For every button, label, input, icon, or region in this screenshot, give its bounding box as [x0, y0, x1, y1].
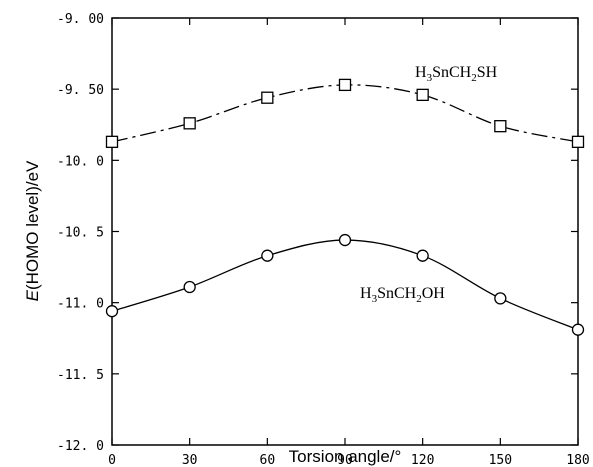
- y-tick-label: -9. 50: [57, 83, 104, 98]
- series-layer: [105, 78, 585, 336]
- x-axis-title: Torsion angle/°: [289, 447, 402, 466]
- data-point-circle: [416, 249, 429, 262]
- data-point-square: [105, 135, 119, 148]
- x-tick-label: 150: [489, 453, 512, 467]
- y-axis-title-rest: (HOMO level)/eV: [23, 160, 42, 290]
- series-line-0: [111, 84, 579, 143]
- x-tick-label: 0: [108, 453, 116, 467]
- y-tick-label: -9. 00: [57, 12, 104, 27]
- y-tick-label: -10. 0: [57, 154, 104, 169]
- data-point-circle: [183, 280, 196, 294]
- data-point-square: [571, 135, 585, 148]
- y-tick-label: -10. 5: [57, 226, 104, 241]
- x-tick-label: 30: [182, 453, 198, 467]
- y-axis-title: E(HOMO level)/eV: [23, 160, 42, 301]
- data-point-circle: [571, 323, 585, 336]
- y-tick-label: -12. 0: [57, 439, 104, 454]
- data-point-circle: [261, 249, 274, 262]
- x-tick-label: 90: [337, 453, 353, 467]
- y-tick-label: -11. 0: [57, 297, 104, 312]
- data-point-square: [183, 117, 196, 130]
- data-point-circle: [105, 305, 119, 318]
- x-tick-label: 60: [260, 453, 276, 467]
- y-tick-label: -11. 5: [57, 368, 104, 383]
- data-point-square: [338, 78, 352, 92]
- series-line-1: [111, 239, 579, 331]
- data-point-circle: [494, 292, 507, 305]
- data-point-square: [416, 88, 429, 102]
- data-point-square: [261, 91, 274, 104]
- y-axis-title-symbol: E: [23, 289, 42, 301]
- series-label-sh: H3SnCH2SH: [415, 64, 498, 84]
- ticks: 0 30 60 90 120 150 180 -9. 00 -9. 50 -10. 0 -10. 5…: [57, 12, 590, 467]
- data-point-circle: [338, 233, 352, 247]
- series-label-oh: H3SnCH2OH: [360, 285, 445, 305]
- data-point-square: [494, 120, 507, 133]
- x-tick-label: 180: [566, 453, 589, 467]
- x-tick-label: 120: [411, 453, 434, 467]
